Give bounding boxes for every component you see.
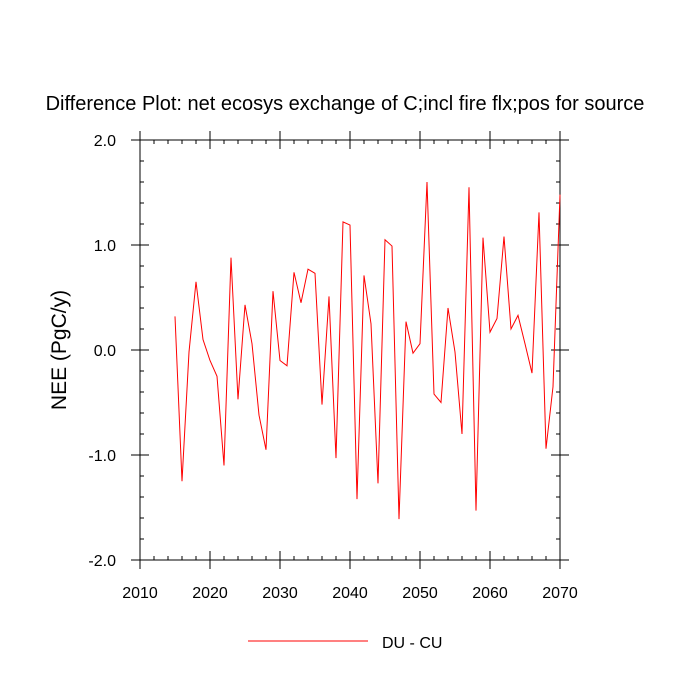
y-tick-label: 2.0 <box>94 133 116 150</box>
legend: DU - CU <box>248 635 442 652</box>
series-line-du-cu <box>174 181 561 520</box>
y-tick-label: 0.0 <box>94 343 116 360</box>
x-tick-label: 2010 <box>122 585 158 602</box>
chart-title: Difference Plot: net ecosys exchange of … <box>46 93 645 115</box>
x-tick-label: 2070 <box>542 585 578 602</box>
x-tick-label: 2030 <box>262 585 298 602</box>
y-tick-label: 1.0 <box>94 238 116 255</box>
plot-frame <box>139 139 561 561</box>
x-tick-label: 2050 <box>402 585 438 602</box>
x-tick-label: 2020 <box>192 585 228 602</box>
plot-area: 2010 2020 2030 2040 2050 2060 2070 -2.0 -1.0 0.0 1… <box>88 131 578 602</box>
y-tick-label: -2.0 <box>88 553 116 570</box>
y-tick-label: -1.0 <box>88 448 116 465</box>
x-tick-label: 2060 <box>472 585 508 602</box>
legend-label-du-cu: DU - CU <box>382 635 442 652</box>
y-axis-label: NEE (PgC/y) <box>48 290 71 410</box>
x-tick-label: 2040 <box>332 585 368 602</box>
